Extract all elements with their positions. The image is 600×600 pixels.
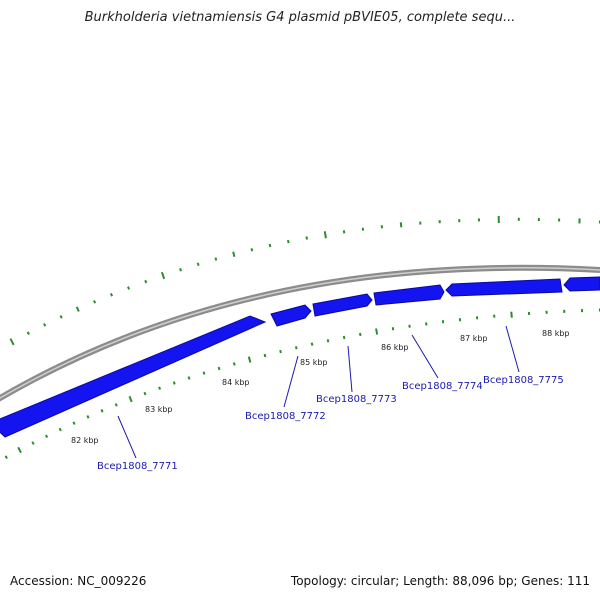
gene-arrow[interactable] [445, 278, 563, 297]
feature-mark [217, 366, 221, 371]
accession-text: Accession: NC_009226 [10, 574, 147, 588]
feature-mark [44, 434, 49, 439]
feature-mark [263, 353, 267, 358]
feature-mark [127, 286, 131, 290]
feature-mark [359, 332, 362, 337]
feature-mark [294, 346, 298, 350]
feature-mark [144, 279, 148, 284]
gene-arrows [0, 276, 600, 438]
scale-label: 88 kbp [542, 329, 570, 338]
feature-mark [232, 362, 236, 366]
backbone-ring-highlight [0, 267, 600, 399]
feature-mark [58, 427, 62, 432]
gene-labels: Bcep1808_7771 Bcep1808_7772 Bcep1808_777… [97, 375, 564, 472]
gene-arrow[interactable] [0, 315, 267, 438]
feature-mark [268, 243, 272, 248]
feature-mark [4, 455, 8, 459]
feature-mark [326, 339, 330, 343]
feature-mark [279, 349, 282, 354]
gene-label-leaders [117, 325, 520, 459]
scale-label: 87 kbp [460, 334, 488, 343]
map-title: Burkholderia vietnamiensis G4 plasmid pB… [84, 10, 516, 25]
feature-mark [128, 395, 133, 403]
feature-mark [323, 231, 327, 239]
scale-labels: 82 kbp 83 kbp 84 kbp 85 kbp 86 kbp 87 kb… [71, 329, 570, 445]
topology-summary: Topology: circular; Length: 88,096 bp; G… [290, 574, 590, 588]
feature-mark [158, 386, 162, 390]
feature-mark [375, 328, 379, 335]
gene-arrow[interactable] [270, 304, 312, 327]
feature-mark [287, 239, 290, 244]
leader-line [411, 334, 439, 379]
scale-label: 82 kbp [71, 436, 99, 445]
gene-arrow[interactable] [373, 284, 445, 306]
feature-mark [510, 311, 513, 318]
feature-mark [399, 222, 403, 228]
feature-mark [179, 268, 182, 272]
feature-mark [187, 376, 191, 380]
feature-mark [100, 409, 104, 413]
leader-line [347, 345, 353, 393]
feature-mark [425, 322, 428, 326]
gene-label[interactable]: Bcep1808_7773 [316, 394, 397, 405]
scale-label: 85 kbp [300, 358, 328, 367]
gene-label[interactable]: Bcep1808_7775 [483, 375, 564, 386]
feature-mark [247, 356, 252, 363]
feature-mark [43, 323, 47, 327]
gene-arrow[interactable] [312, 293, 373, 317]
leader-line [505, 325, 520, 373]
gene-label[interactable]: Bcep1808_7774 [402, 381, 483, 392]
feature-mark [250, 248, 254, 252]
gene-label[interactable]: Bcep1808_7771 [97, 461, 178, 472]
feature-mark [196, 262, 200, 266]
feature-mark [342, 335, 346, 340]
feature-mark [408, 324, 411, 328]
feature-mark [17, 446, 22, 454]
feature-mark [109, 293, 114, 297]
feature-mark [72, 421, 76, 425]
feature-mark [143, 391, 147, 396]
feature-mark [114, 403, 118, 407]
feature-mark [305, 236, 308, 240]
feature-mark [86, 415, 90, 419]
scale-label: 86 kbp [381, 343, 409, 352]
feature-mark [342, 230, 346, 234]
scale-label: 83 kbp [145, 405, 173, 414]
outer-feature-marks [9, 215, 600, 346]
leader-line [283, 355, 299, 408]
feature-mark [310, 342, 314, 346]
feature-mark [26, 331, 30, 335]
inner-tick-marks [4, 308, 600, 459]
feature-mark [214, 257, 218, 261]
feature-mark [160, 271, 166, 280]
feature-mark [93, 300, 97, 304]
feature-mark [9, 338, 15, 346]
feature-mark [232, 251, 236, 257]
feature-mark [31, 441, 35, 445]
feature-mark [172, 381, 176, 385]
feature-mark [75, 306, 80, 312]
gene-label[interactable]: Bcep1808_7772 [245, 411, 326, 422]
feature-mark [59, 315, 63, 319]
leader-line [117, 415, 137, 459]
feature-mark [202, 371, 206, 375]
gene-arrow[interactable] [563, 276, 600, 292]
scale-label: 84 kbp [222, 378, 250, 387]
